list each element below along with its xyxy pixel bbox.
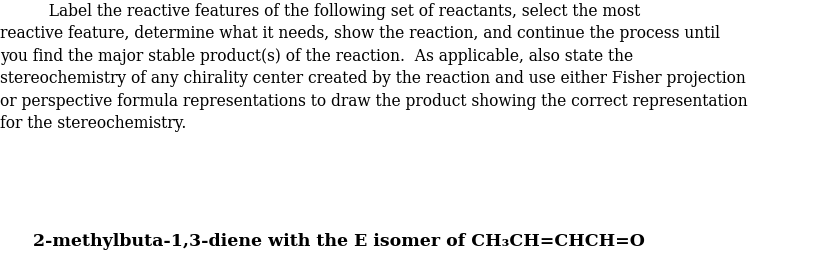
Text: Label the reactive features of the following set of reactants, select the most
r: Label the reactive features of the follo…: [0, 3, 748, 132]
Text: 2-methylbuta-1,3-diene with the E isomer of CH₃CH=CHCH=O: 2-methylbuta-1,3-diene with the E isomer…: [33, 233, 645, 250]
